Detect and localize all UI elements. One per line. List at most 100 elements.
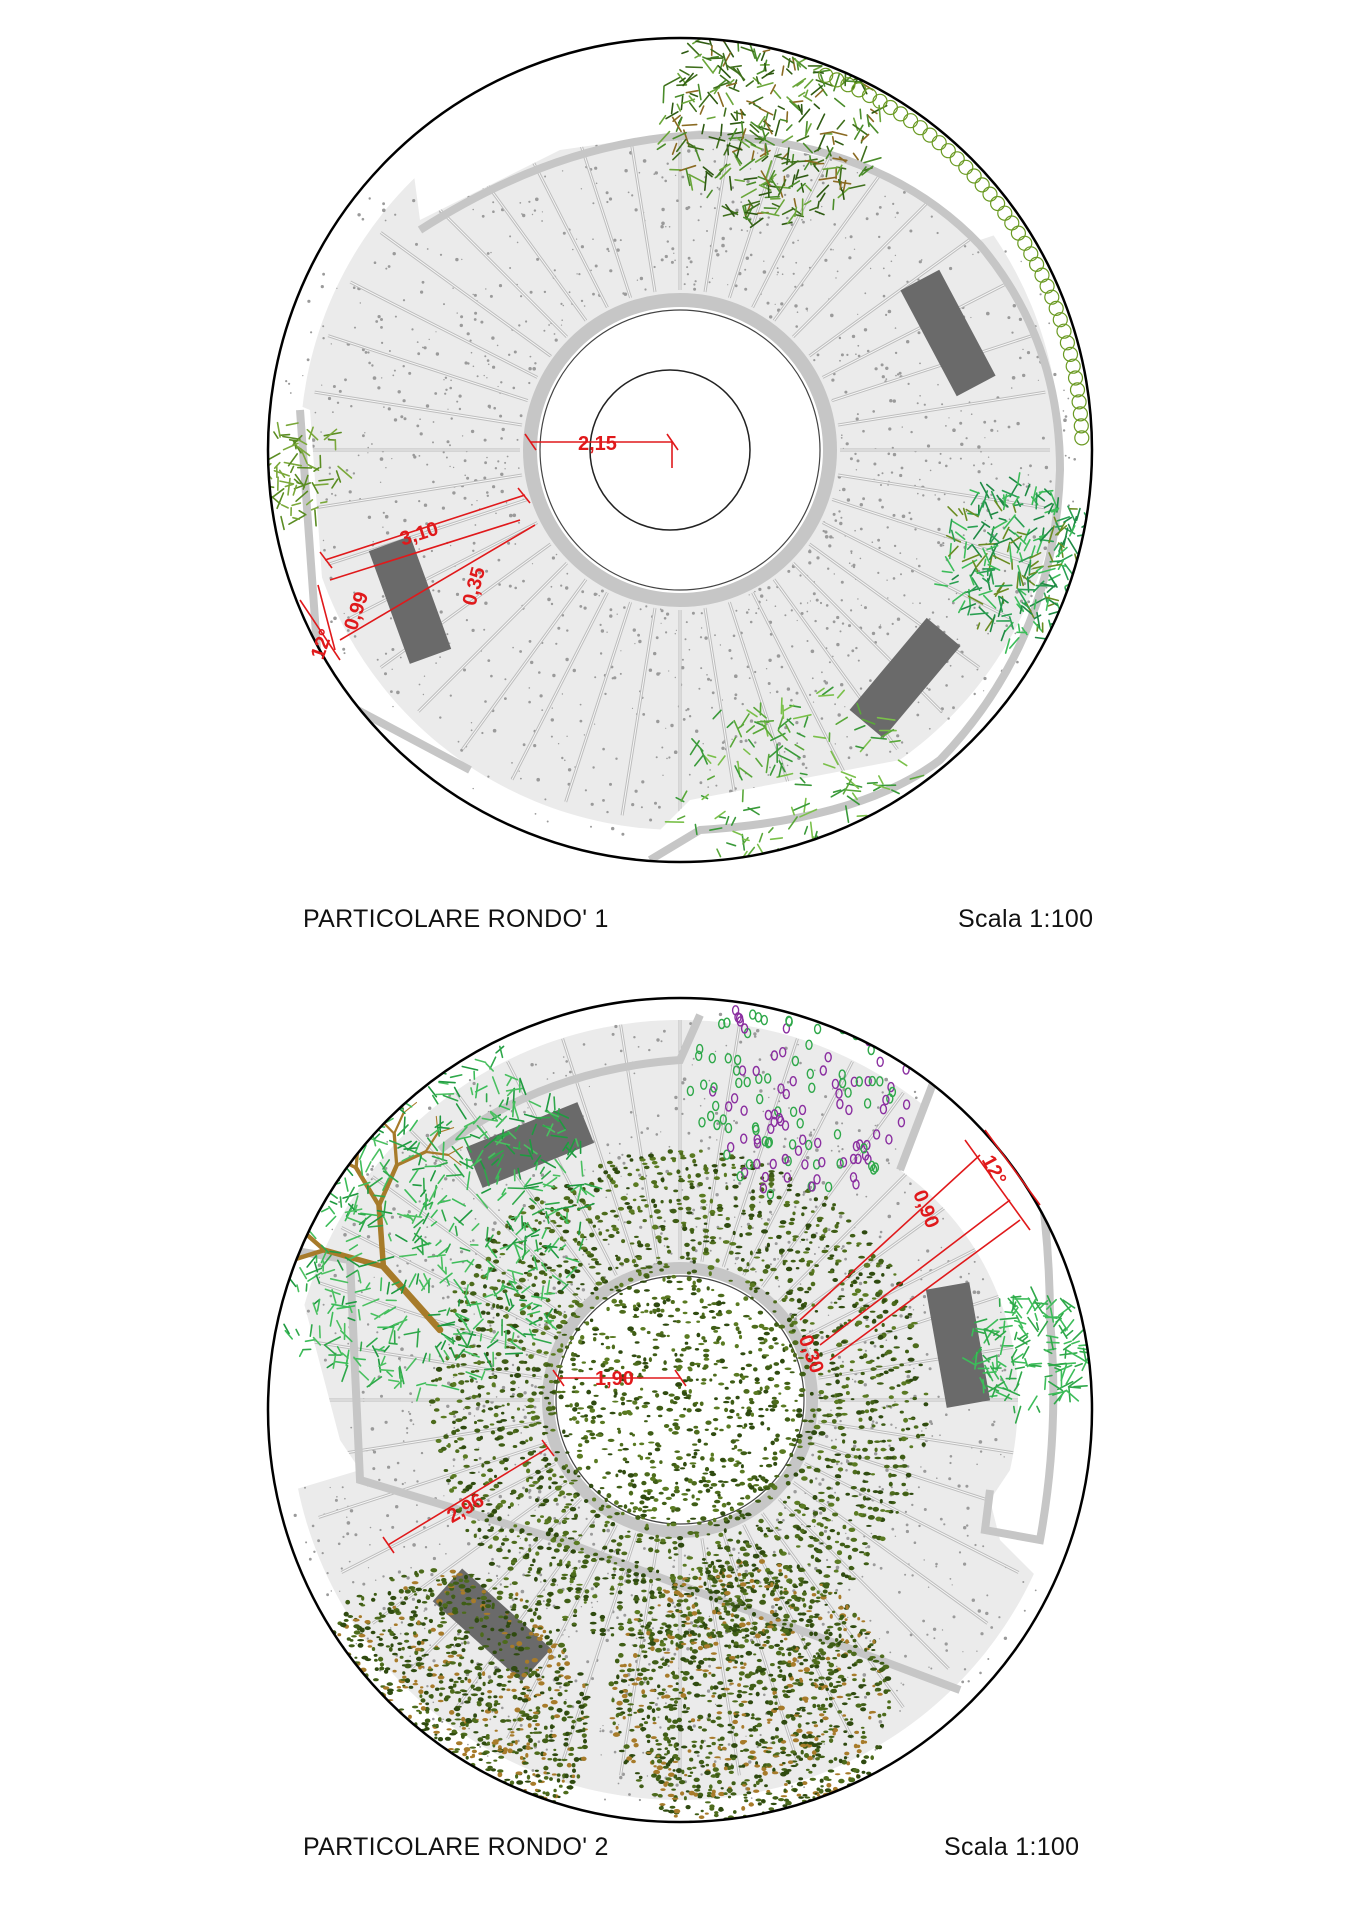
gravel-dot [472,787,474,790]
foliage-mark [724,1223,731,1228]
gravel-dot [640,1131,644,1134]
foliage-mark [739,158,756,171]
gravel-dot [453,1645,456,1648]
gravel-dot [646,1127,649,1130]
foliage-mark [775,185,791,189]
foliage-mark [846,1219,852,1223]
foliage-mark [741,838,750,842]
gravel-dot [491,1228,495,1232]
foliage-mark [609,1164,616,1168]
gravel-dot [419,418,421,421]
gravel-dot [998,1616,1001,1619]
gravel-dot [486,456,488,459]
foliage-mark [656,1569,660,1574]
gravel-dot [738,1181,742,1185]
foliage-mark [817,19,825,29]
gravel-dot [809,1339,811,1341]
foliage-mark [735,136,751,149]
gravel-dot [328,472,331,475]
foliage-mark [490,1430,496,1435]
gravel-dot [418,455,421,457]
gravel-dot [606,247,609,251]
gravel-dot [694,280,697,283]
gravel-dot [952,1615,956,1619]
gravel-dot [512,386,516,390]
gravel-dot [744,1569,748,1574]
gravel-dot [375,1579,377,1581]
foliage-mark [1013,503,1024,507]
gravel-dot [540,1581,542,1583]
gravel-dot [424,1607,428,1611]
foliage-mark [687,1180,695,1183]
gravel-dot [583,305,586,307]
foliage-mark [609,1592,615,1595]
gravel-dot [766,223,769,226]
foliage-mark [866,114,875,123]
gravel-dot [878,1638,881,1640]
gravel-dot [612,1696,614,1699]
foliage-mark [742,836,749,845]
gravel-dot [886,632,890,636]
gravel-dot [665,226,667,228]
gravel-dot [692,1208,696,1212]
gravel-dot [915,625,918,628]
foliage-mark [1046,583,1057,593]
foliage-mark [558,1370,564,1374]
gravel-dot [416,1480,419,1483]
foliage-mark [638,1629,642,1632]
gravel-dot [1000,1311,1002,1314]
foliage-mark [1056,554,1073,564]
foliage-mark [758,832,764,843]
gravel-dot [396,690,400,695]
foliage-mark [898,815,914,819]
foliage-mark [470,1481,476,1486]
gravel-dot [551,556,556,560]
gravel-dot [966,1524,969,1527]
gravel-dot [384,652,388,655]
gravel-dot [821,671,823,674]
gravel-dot [598,595,600,597]
foliage-mark [278,433,291,437]
foliage-mark [689,740,700,756]
gravel-dot [657,1716,660,1719]
gravel-dot [887,246,891,250]
gravel-dot [831,378,835,382]
foliage-mark [872,783,891,791]
foliage-mark [331,478,339,489]
foliage-mark [634,1560,640,1564]
foliage-mark [242,493,249,508]
foliage-mark [728,175,733,191]
gravel-dot [866,349,870,353]
gravel-dot [547,1542,551,1546]
foliage-mark [563,1434,570,1438]
gravel-dot [739,739,743,744]
gravel-dot [894,1148,897,1150]
gravel-dot [462,577,466,581]
gravel-dot [931,1435,934,1437]
trunk-branch [240,1287,262,1295]
gravel-dot [367,446,370,449]
foliage-mark [1010,535,1023,544]
gravel-dot [665,727,667,729]
gravel-dot [1007,316,1011,320]
gravel-dot [470,351,473,354]
gravel-dot [500,489,504,494]
gravel-dot [446,1295,450,1299]
gravel-dot [529,290,533,294]
gravel-dot [406,1576,410,1580]
gravel-dot [700,1773,703,1776]
foliage-mark [836,689,846,699]
foliage-mark [279,480,295,485]
foliage-mark [663,1265,670,1269]
foliage-mark [730,113,737,122]
foliage-mark [662,1299,667,1305]
foliage-mark [686,1453,691,1457]
gravel-dot [605,1196,607,1199]
gravel-dot [815,1148,819,1152]
foliage-mark [783,1587,788,1591]
gravel-dot [456,312,458,314]
foliage-mark [832,180,852,185]
gravel-dot [668,1145,671,1148]
gravel-dot [878,625,882,629]
gravel-dot [331,492,333,495]
